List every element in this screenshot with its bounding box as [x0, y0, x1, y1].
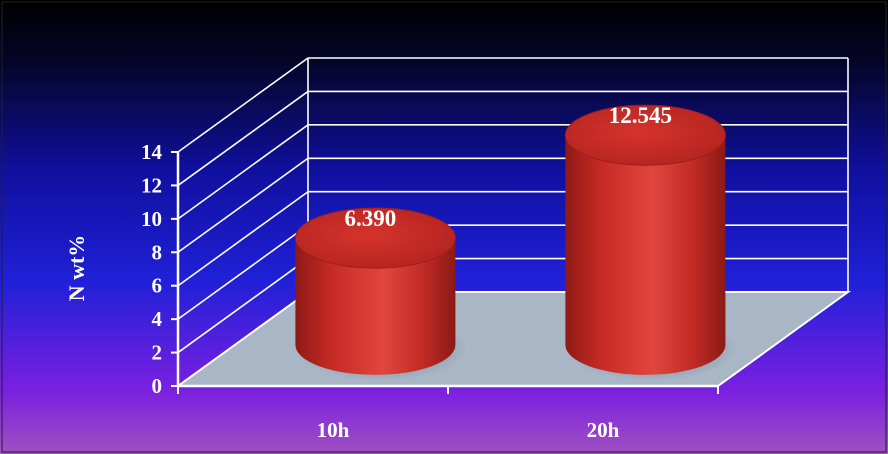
gridline-side: [177, 124, 309, 220]
y-tick-label: 6: [152, 274, 163, 298]
bar-10h: 6.390: [294, 206, 468, 381]
bars: 6.390 12.545: [294, 103, 738, 381]
bar-top: [564, 104, 726, 166]
y-tick-label: 4: [152, 307, 163, 331]
y-tick-label: 2: [152, 341, 163, 365]
bar-20h: 12.545: [564, 103, 738, 381]
data-label: 6.390: [345, 206, 397, 231]
x-tick-labels: 10h 20h: [317, 418, 620, 442]
data-label: 12.545: [609, 103, 672, 128]
x-tick-label: 10h: [317, 418, 350, 442]
y-tick-label: 8: [152, 240, 163, 264]
y-tick-labels: 0 2 4 6 8 10 12 14: [141, 140, 163, 398]
gridline-side: [177, 191, 309, 287]
gridline-side: [177, 224, 309, 320]
gridline-side: [177, 257, 309, 354]
y-tick-label: 10: [141, 207, 162, 231]
y-tick-label: 12: [141, 173, 162, 197]
bar-body: [565, 135, 726, 375]
gridline-side: [177, 90, 309, 187]
axes: [171, 151, 719, 394]
x-tick-label: 20h: [587, 418, 620, 442]
gridline-side: [177, 291, 309, 387]
y-tick-label: 0: [152, 374, 163, 398]
gridline-side: [177, 157, 309, 253]
bar-top: [294, 207, 456, 269]
y-tick-label: 14: [141, 140, 163, 164]
y-axis-label: N wt%: [64, 235, 89, 302]
gridline-side: [177, 57, 309, 153]
bar-body: [295, 238, 456, 375]
